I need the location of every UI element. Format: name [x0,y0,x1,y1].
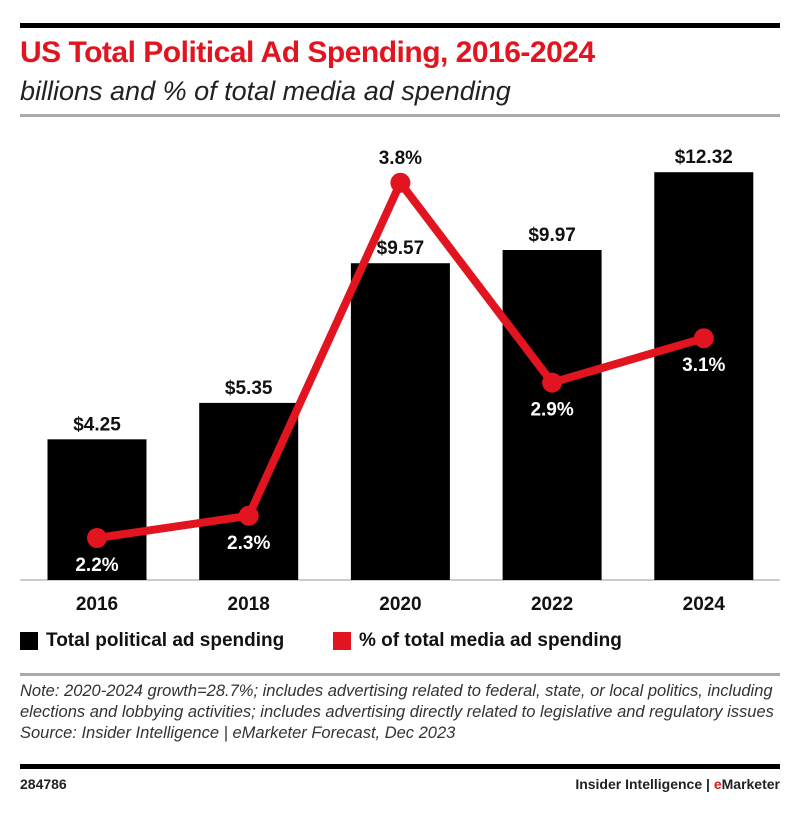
chart-title: US Total Political Ad Spending, 2016-202… [20,36,595,69]
brand-e: e [713,776,722,792]
notes: Note: 2020-2024 growth=28.7%; includes a… [20,681,780,744]
x-tick-label-2016: 2016 [76,594,118,615]
line-point-2024 [693,328,714,349]
line-value-label-2022: 2.9% [530,400,573,421]
line-point-2022 [542,372,563,393]
legend-item-line: % of total media ad spending [333,630,622,652]
bar-value-label-2020: $9.57 [377,238,425,259]
bar-value-label-2018: $5.35 [225,378,273,399]
line-value-label-2018: 2.3% [227,533,270,554]
chart-id: 284786 [20,776,67,792]
bar-2020 [350,263,450,580]
chart-subtitle: billions and % of total media ad spendin… [20,76,511,106]
line-point-2020 [390,172,411,193]
bar-value-label-2016: $4.25 [73,414,121,435]
x-tick-label-2022: 2022 [531,594,573,615]
x-tick-label-2024: 2024 [683,594,726,615]
bar-2024 [654,172,754,580]
top-rule [20,23,780,28]
brand-rest: Marketer [721,776,780,792]
line-value-label-2020: 3.8% [379,148,422,169]
brand-prefix: Insider Intelligence | [575,776,714,792]
bar-2018 [199,402,299,580]
bar-2022 [502,249,602,581]
line-point-2016 [87,528,107,548]
chart-plot: $4.25 2016 $5.35 2018 $9.57 2020 $9.97 2022 $12.… [20,147,780,615]
footer-rule [20,764,780,769]
subtitle-rule [20,114,780,117]
line-value-label-2024: 3.1% [682,355,725,376]
legend-swatch-line [333,632,351,650]
bar-value-label-2024: $12.32 [675,147,733,168]
legend-swatch-bars [20,632,38,650]
notes-rule [20,673,780,676]
legend-label-line: % of total media ad spending [359,630,622,651]
x-tick-label-2020: 2020 [379,594,421,615]
x-tick-label-2018: 2018 [228,594,270,615]
source-text: Source: Insider Intelligence | eMarketer… [20,724,456,742]
legend-item-bars: Total political ad spending [20,630,284,652]
legend-label-bars: Total political ad spending [46,630,285,651]
bar-2016 [47,439,147,580]
line-point-2018 [238,505,259,526]
bar-value-label-2022: $9.97 [528,225,576,246]
note-text: Note: 2020-2024 growth=28.7%; includes a… [20,682,774,721]
brand-logo: Insider Intelligence | eMarketer [575,776,780,792]
line-value-label-2016: 2.2% [75,555,118,576]
